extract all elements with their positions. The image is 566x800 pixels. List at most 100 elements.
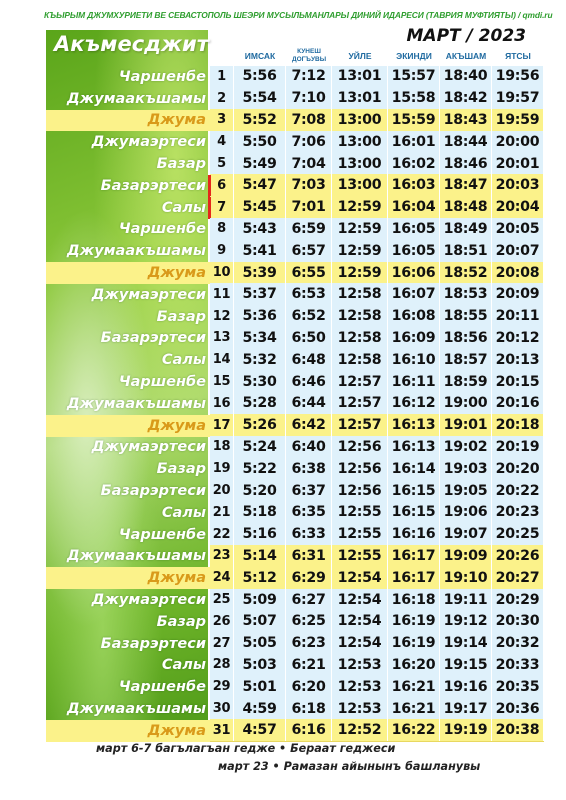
time-cells: 7 5:45 7:01 12:59 16:04 18:48 20:04: [210, 196, 544, 220]
prayer-time-cell: 5:47: [234, 174, 286, 197]
prayer-time-cell: 16:14: [388, 457, 440, 480]
prayer-time-cell: 6:35: [286, 501, 332, 524]
table-row: Джумаэртеси 11 5:37 6:53 12:58 16:07 18:53 20:0…: [46, 283, 544, 307]
prayer-time-cell: 5:01: [234, 675, 286, 698]
prayer-time-cell: 13:01: [332, 87, 388, 110]
prayer-time-cell: 5:41: [234, 239, 286, 262]
table-row: Джума 31 4:57 6:16 12:52 16:22 19:19 20:38: [46, 719, 544, 743]
column-header-evening: АКЪШАМ: [445, 51, 487, 61]
prayer-time-cell: 5:16: [234, 523, 286, 546]
weekday-name: Базарэртеси: [100, 177, 206, 194]
prayer-time-cell: 18:56: [440, 327, 492, 349]
prayer-time-cell: 18:47: [440, 174, 492, 197]
prayer-time-cell: 6:29: [286, 566, 332, 589]
prayer-time-cell: 5:34: [234, 327, 286, 349]
prayer-time-cell: 19:02: [440, 436, 492, 458]
prayer-time-cell: 18:52: [440, 261, 492, 284]
table-row: Базарэртеси 27 5:05 6:23 12:54 16:19 19:14 20:3…: [46, 632, 544, 656]
prayer-time-cell: 13:00: [332, 109, 388, 131]
prayer-time-cell: 6:18: [286, 697, 332, 720]
time-cells: 28 5:03 6:21 12:53 16:20 19:15 20:33: [210, 654, 544, 677]
day-number: 7: [210, 196, 234, 219]
prayer-time-cell: 6:20: [286, 675, 332, 698]
time-cells: 6 5:47 7:03 13:00 16:03 18:47 20:03: [210, 174, 544, 198]
prayer-time-cell: 15:57: [388, 65, 440, 88]
time-cells: 24 5:12 6:29 12:54 16:17 19:10 20:27: [210, 566, 544, 590]
day-number: 19: [210, 457, 234, 480]
time-cells: 13 5:34 6:50 12:58 16:09 18:56 20:12: [210, 327, 544, 350]
prayer-time-cell: 5:30: [234, 370, 286, 393]
prayer-time-cell: 16:15: [388, 501, 440, 524]
weekday-name: Джумаакъшамы: [66, 548, 206, 565]
weekday-name: Чаршенбе: [118, 221, 206, 238]
prayer-time-cell: 18:49: [440, 218, 492, 240]
prayer-time-cell: 13:00: [332, 130, 388, 153]
prayer-time-cell: 6:50: [286, 327, 332, 349]
prayer-time-cell: 5:09: [234, 588, 286, 611]
time-cells: 18 5:24 6:40 12:56 16:13 19:02 20:19: [210, 436, 544, 459]
day-number: 13: [210, 327, 234, 349]
prayer-time-cell: 19:59: [492, 109, 544, 131]
time-cells: 29 5:01 6:20 12:53 16:21 19:16 20:35: [210, 675, 544, 699]
table-row: Чаршенбе 8 5:43 6:59 12:59 16:05 18:49 20:05: [46, 218, 544, 241]
prayer-time-cell: 5:24: [234, 436, 286, 458]
time-cells: 4 5:50 7:06 13:00 16:01 18:44 20:00: [210, 130, 544, 154]
prayer-time-cell: 5:37: [234, 283, 286, 306]
prayer-time-cell: 13:00: [332, 152, 388, 175]
prayer-time-cell: 5:05: [234, 632, 286, 655]
prayer-time-cell: 18:48: [440, 196, 492, 219]
prayer-time-cell: 6:16: [286, 719, 332, 742]
day-number: 3: [210, 109, 234, 131]
weekday-name: Базар: [156, 613, 206, 630]
prayer-time-cell: 5:45: [234, 196, 286, 219]
day-number: 10: [210, 261, 234, 284]
time-cells: 15 5:30 6:46 12:57 16:11 18:59 20:15: [210, 370, 544, 394]
weekday-name: Джумаэртеси: [91, 439, 206, 456]
day-number: 16: [210, 392, 234, 415]
time-cells: 27 5:05 6:23 12:54 16:19 19:14 20:32: [210, 632, 544, 656]
day-number: 25: [210, 588, 234, 611]
time-cells: 23 5:14 6:31 12:55 16:17 19:09 20:26: [210, 545, 544, 568]
prayer-time-cell: 20:32: [492, 632, 544, 655]
prayer-time-cell: 20:19: [492, 436, 544, 458]
prayer-time-cell: 20:08: [492, 261, 544, 284]
prayer-time-cell: 7:10: [286, 87, 332, 110]
prayer-time-cell: 7:03: [286, 174, 332, 197]
table-row: Чаршенбе 1 5:56 7:12 13:01 15:57 18:40 19:56: [46, 65, 544, 89]
prayer-time-cell: 20:04: [492, 196, 544, 219]
prayer-time-cell: 12:58: [332, 327, 388, 349]
table-row: Джумаакъшамы 30 4:59 6:18 12:53 16:21 19:17 20:…: [46, 697, 544, 721]
prayer-time-cell: 5:56: [234, 65, 286, 88]
prayer-time-cell: 16:20: [388, 654, 440, 676]
time-cells: 31 4:57 6:16 12:52 16:22 19:19 20:38: [210, 719, 544, 743]
prayer-time-cell: 20:25: [492, 523, 544, 546]
footer-note-ramadan: март 23 • Рамазан айынынъ башланувы: [218, 760, 481, 773]
table-row: Базар 26 5:07 6:25 12:54 16:19 19:12 20:30: [46, 610, 544, 634]
time-cells: 11 5:37 6:53 12:58 16:07 18:53 20:09: [210, 283, 544, 307]
prayer-time-cell: 5:14: [234, 545, 286, 567]
table-row: Базар 19 5:22 6:38 12:56 16:14 19:03 20:20: [46, 457, 544, 481]
green-leaf-background-panel: [46, 30, 208, 736]
prayer-time-cell: 6:44: [286, 392, 332, 415]
prayer-time-cell: 12:55: [332, 545, 388, 567]
table-row: Базар 5 5:49 7:04 13:00 16:02 18:46 20:01: [46, 152, 544, 176]
prayer-time-cell: 12:57: [332, 414, 388, 437]
prayer-time-cell: 18:53: [440, 283, 492, 306]
prayer-time-cell: 6:59: [286, 218, 332, 240]
prayer-time-cell: 5:54: [234, 87, 286, 110]
prayer-time-cell: 16:16: [388, 523, 440, 546]
prayer-time-cell: 12:54: [332, 610, 388, 633]
prayer-time-cell: 16:18: [388, 588, 440, 611]
weekday-name: Салы: [161, 657, 206, 674]
weekday-name: Базарэртеси: [100, 330, 206, 347]
prayer-time-cell: 12:58: [332, 305, 388, 328]
prayer-time-cell: 6:48: [286, 348, 332, 371]
weekday-name: Салы: [161, 504, 206, 521]
time-cells: 21 5:18 6:35 12:55 16:15 19:06 20:23: [210, 501, 544, 525]
prayer-time-cell: 19:05: [440, 479, 492, 502]
prayer-time-cell: 20:20: [492, 457, 544, 480]
prayer-time-cell: 19:11: [440, 588, 492, 611]
prayer-time-cell: 18:46: [440, 152, 492, 175]
prayer-time-cell: 12:56: [332, 436, 388, 458]
time-cells: 12 5:36 6:52 12:58 16:08 18:55 20:11: [210, 305, 544, 329]
